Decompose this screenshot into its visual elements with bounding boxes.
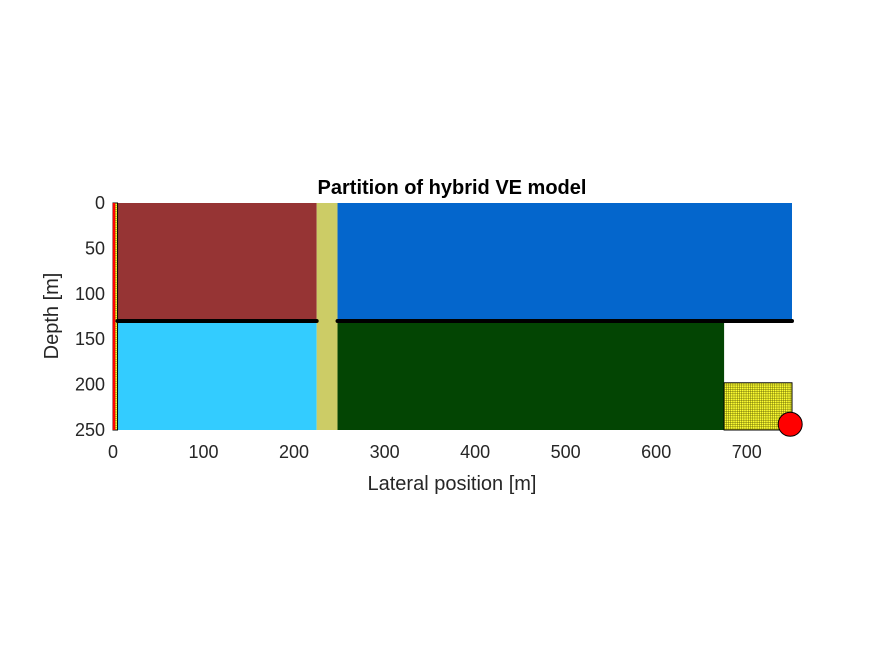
region-3 [337, 203, 792, 322]
fine-grid-region-1 [723, 382, 793, 431]
x-tick-label: 500 [551, 442, 581, 462]
y-tick-label: 250 [75, 420, 105, 440]
fine-grid-layer [112, 202, 793, 431]
y-tick-label: 200 [75, 375, 105, 395]
regions-layer [117, 203, 792, 430]
well-marker [777, 411, 803, 437]
y-tick-label: 50 [85, 238, 105, 258]
x-axis-ticks: 0 100 200 300 400 500 600 700 [108, 442, 762, 462]
region-1 [117, 321, 317, 430]
chart-title: Partition of hybrid VE model [318, 177, 587, 199]
y-tick-label: 0 [95, 193, 105, 213]
x-tick-label: 400 [460, 442, 490, 462]
y-tick-label: 100 [75, 284, 105, 304]
x-tick-label: 600 [641, 442, 671, 462]
region-0 [117, 203, 317, 322]
y-axis-label: Depth [m] [41, 273, 63, 360]
x-axis-label: Lateral position [m] [368, 473, 537, 495]
y-axis-ticks: 0 50 100 150 200 250 [75, 193, 105, 440]
x-tick-label: 700 [732, 442, 762, 462]
region-2 [316, 203, 338, 430]
well-layer [777, 411, 803, 437]
fine-grid-lines [724, 382, 792, 430]
y-tick-label: 150 [75, 329, 105, 349]
x-tick-label: 200 [279, 442, 309, 462]
x-tick-label: 300 [370, 442, 400, 462]
region-4 [337, 321, 725, 430]
x-tick-label: 0 [108, 442, 118, 462]
x-tick-label: 100 [189, 442, 219, 462]
